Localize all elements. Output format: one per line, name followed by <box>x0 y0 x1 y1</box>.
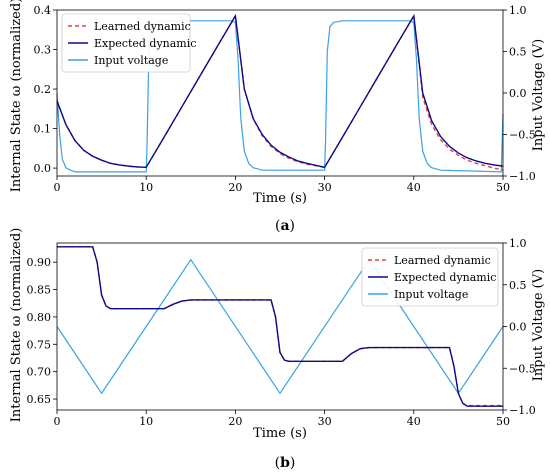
x-tick-label: 0 <box>54 415 61 428</box>
legend-label-expected-dynamic: Expected dynamic <box>94 37 196 50</box>
y-right-tick-label: −0.5 <box>509 362 536 375</box>
y-right-tick-label: 0.0 <box>509 321 527 334</box>
x-tick-label: 10 <box>139 181 153 194</box>
legend-box <box>61 13 191 73</box>
legend: Learned dynamic Expected dynamic Input vol… <box>361 247 499 307</box>
y-right-tick-label: 1.0 <box>509 237 527 250</box>
x-tick-label: 0 <box>54 181 61 194</box>
x-tick-label: 20 <box>228 181 242 194</box>
y-left-tick-label: 0.80 <box>27 311 52 324</box>
legend-label-learned-dynamic: Learned dynamic <box>394 254 491 267</box>
chart-panel-a: 0 10 20 30 40 50 0.0 0.1 0.2 0.3 0.4 −1.0 −0.5 0.0 0.5… <box>9 0 546 234</box>
legend-label-expected-dynamic: Expected dynamic <box>394 271 496 284</box>
x-axis-label: Time (s) <box>253 426 307 441</box>
y-left-tick-label: 0.4 <box>34 4 52 17</box>
y-left-tick-label: 0.3 <box>34 44 52 57</box>
series-line-expected-dynamic <box>57 246 503 407</box>
x-tick-label: 50 <box>496 415 510 428</box>
y-left-tick-label: 0.0 <box>34 162 52 175</box>
y-right-tick-label: 0.5 <box>509 279 527 292</box>
y-left-tick-label: 0.1 <box>34 123 52 136</box>
legend-label-input-voltage: Input voltage <box>94 54 168 67</box>
y-left-axis-label: Internal State ω (normalized) <box>9 228 24 423</box>
y-right-tick-label: −1.0 <box>509 170 536 183</box>
y-right-tick-label: 0.5 <box>509 46 527 59</box>
x-tick-label: 10 <box>139 415 153 428</box>
legend-label-input-voltage: Input voltage <box>394 288 468 301</box>
legend-box <box>361 247 499 307</box>
x-axis-label: Time (s) <box>253 191 307 206</box>
legend: Learned dynamic Expected dynamic Input vol… <box>61 13 196 73</box>
y-right-tick-label: −0.5 <box>509 129 536 142</box>
y-right-tick-label: 1.0 <box>509 4 527 17</box>
x-tick-label: 40 <box>407 181 421 194</box>
y-left-tick-label: 0.75 <box>27 338 52 351</box>
y-left-tick-label: 0.70 <box>27 366 52 379</box>
panel-caption: (b) <box>275 455 296 471</box>
y-left-tick-label: 0.65 <box>27 393 52 406</box>
x-tick-label: 20 <box>228 415 242 428</box>
panel-caption: (a) <box>275 218 295 234</box>
x-tick-label: 30 <box>318 181 332 194</box>
y-left-tick-label: 0.85 <box>27 284 52 297</box>
legend-label-learned-dynamic: Learned dynamic <box>94 20 191 33</box>
y-left-tick-label: 0.2 <box>34 83 52 96</box>
x-tick-label: 50 <box>496 181 510 194</box>
y-right-tick-label: −1.0 <box>509 404 536 417</box>
x-tick-label: 40 <box>407 415 421 428</box>
chart-panel-b: 0 10 20 30 40 50 0.65 0.70 0.75 0.80 0.85 0.90 −1.0 −… <box>9 228 546 471</box>
x-tick-label: 30 <box>318 415 332 428</box>
y-left-tick-label: 0.90 <box>27 256 52 269</box>
y-right-tick-label: 0.0 <box>509 87 527 100</box>
series-line-input-voltage <box>56 20 504 173</box>
y-left-axis-label: Internal State ω (normalized) <box>9 0 24 192</box>
y-right-axis-label: Input Voltage (V) <box>531 39 546 151</box>
series-line-expected-dynamic <box>56 13 504 169</box>
y-right-axis-label: Input Voltage (V) <box>531 269 546 381</box>
